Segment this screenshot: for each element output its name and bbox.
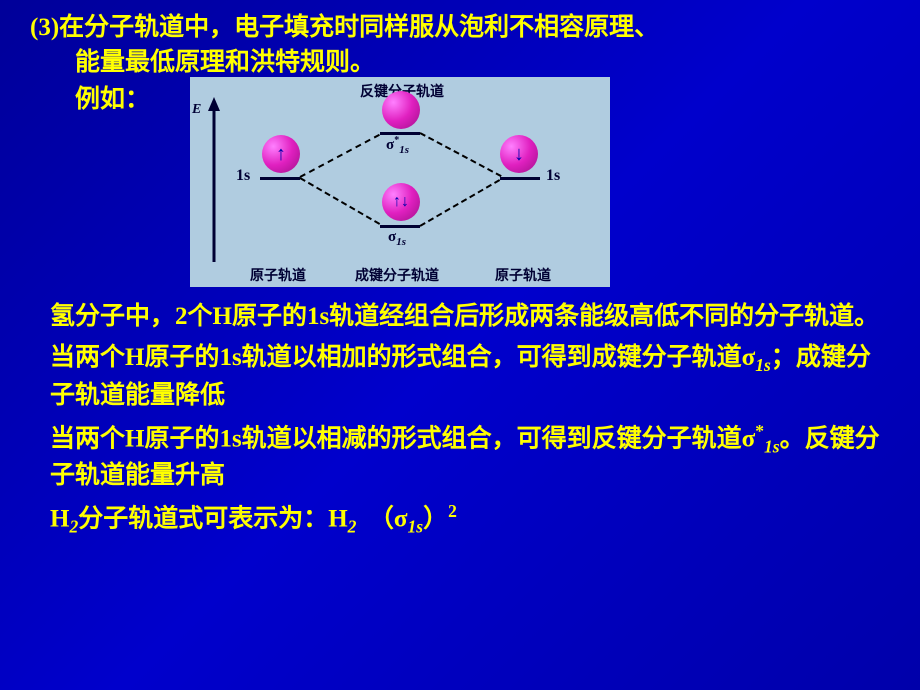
sigma-star-label: σ*1s bbox=[386, 135, 409, 156]
heading-line2: 能量最低原理和洪特规则。 bbox=[30, 45, 890, 80]
electron-right: ↓ bbox=[500, 135, 538, 173]
dash-3 bbox=[300, 177, 381, 225]
left-1s-line bbox=[260, 177, 300, 180]
left-1s-label: 1s bbox=[236, 167, 250, 185]
sigma-line bbox=[380, 225, 420, 228]
heading-line1: (3)在分子轨道中，电子填充时同样服从泡利不相容原理、 bbox=[30, 10, 890, 45]
example-label: 例如： bbox=[75, 82, 150, 117]
sigma-star-ball bbox=[382, 91, 420, 129]
electron-left: ↑ bbox=[262, 135, 300, 173]
right-1s-label: 1s bbox=[546, 167, 560, 185]
axis-label: E bbox=[192, 102, 201, 118]
dash-2 bbox=[420, 132, 502, 177]
paragraph-3: 当两个H原子的1s轨道以相减的形式组合，可得到反键分子轨道σ*1s。反键分子轨道… bbox=[30, 419, 890, 494]
dash-1 bbox=[300, 134, 380, 178]
bottom-left-label: 原子轨道 bbox=[250, 265, 306, 285]
paragraph-4: H2分子轨道式可表示为：H2 （σ1s）2 bbox=[30, 499, 890, 539]
energy-axis bbox=[204, 97, 224, 267]
bonding-label: 成键分子轨道 bbox=[355, 265, 439, 285]
bottom-right-label: 原子轨道 bbox=[495, 265, 551, 285]
right-1s-line bbox=[500, 177, 540, 180]
paragraph-1: 氢分子中，2个H原子的1s轨道经组合后形成两条能级高低不同的分子轨道。 bbox=[30, 299, 890, 334]
paragraph-2: 当两个H原子的1s轨道以相加的形式组合，可得到成键分子轨道σ1s；成键分子轨道能… bbox=[30, 340, 890, 413]
sigma-label: σ1s bbox=[388, 229, 406, 248]
dash-4 bbox=[420, 179, 501, 227]
mo-diagram: E 反键分子轨道 1s ↑ 1s ↓ σ*1s ↑↓ σ1s bbox=[190, 77, 610, 287]
sigma-ball: ↑↓ bbox=[382, 183, 420, 221]
